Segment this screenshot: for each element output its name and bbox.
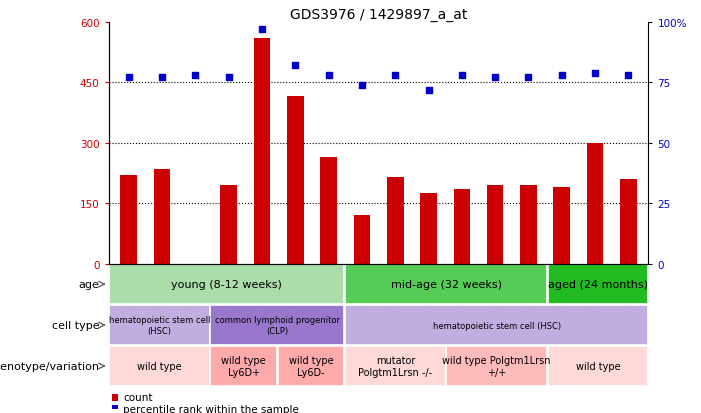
- Text: genotype/variation: genotype/variation: [0, 361, 100, 371]
- Bar: [520, 185, 537, 264]
- Bar: [454, 190, 470, 264]
- Text: young (8-12 weeks): young (8-12 weeks): [171, 280, 283, 290]
- Point: [489, 75, 501, 81]
- Text: age: age: [79, 280, 100, 290]
- FancyBboxPatch shape: [109, 305, 210, 345]
- FancyBboxPatch shape: [109, 346, 210, 386]
- Text: mid-age (32 weeks): mid-age (32 weeks): [390, 280, 501, 290]
- Point: [257, 27, 268, 33]
- FancyBboxPatch shape: [345, 305, 648, 345]
- Bar: [121, 176, 137, 264]
- Text: percentile rank within the sample: percentile rank within the sample: [123, 404, 299, 413]
- Bar: [353, 216, 370, 264]
- Text: hematopoietic stem cell
(HSC): hematopoietic stem cell (HSC): [109, 316, 210, 335]
- Bar: [220, 185, 237, 264]
- Point: [622, 73, 634, 79]
- Bar: [112, 405, 118, 413]
- Text: wild type: wild type: [576, 361, 620, 371]
- Bar: [620, 180, 637, 264]
- Title: GDS3976 / 1429897_a_at: GDS3976 / 1429897_a_at: [290, 8, 468, 22]
- Bar: [320, 157, 337, 264]
- Text: count: count: [123, 392, 153, 402]
- FancyBboxPatch shape: [109, 264, 344, 304]
- Bar: [254, 39, 271, 264]
- Bar: [387, 178, 404, 264]
- Point: [290, 63, 301, 69]
- FancyBboxPatch shape: [345, 346, 446, 386]
- Point: [356, 82, 367, 89]
- Bar: [420, 194, 437, 264]
- Point: [390, 73, 401, 79]
- Text: common lymphoid progenitor
(CLP): common lymphoid progenitor (CLP): [215, 316, 340, 335]
- Point: [590, 70, 601, 77]
- Bar: [486, 185, 503, 264]
- Point: [123, 75, 135, 81]
- Bar: [587, 143, 604, 264]
- Text: wild type: wild type: [137, 361, 182, 371]
- FancyBboxPatch shape: [210, 305, 344, 345]
- Text: hematopoietic stem cell (HSC): hematopoietic stem cell (HSC): [433, 321, 561, 330]
- FancyBboxPatch shape: [447, 346, 547, 386]
- Bar: [287, 97, 304, 264]
- Point: [223, 75, 234, 81]
- Text: wild type Polgtm1Lrsn
+/+: wild type Polgtm1Lrsn +/+: [442, 355, 551, 377]
- Bar: [154, 169, 170, 264]
- Point: [190, 73, 201, 79]
- FancyBboxPatch shape: [210, 346, 277, 386]
- FancyBboxPatch shape: [345, 264, 547, 304]
- Text: wild type
Ly6D-: wild type Ly6D-: [289, 355, 334, 377]
- Bar: [554, 188, 570, 264]
- Bar: [112, 394, 118, 401]
- Point: [156, 75, 168, 81]
- Text: cell type: cell type: [52, 320, 100, 330]
- Point: [523, 75, 534, 81]
- Text: wild type
Ly6D+: wild type Ly6D+: [222, 355, 266, 377]
- FancyBboxPatch shape: [547, 346, 648, 386]
- Text: aged (24 months): aged (24 months): [547, 280, 648, 290]
- Point: [323, 73, 334, 79]
- Point: [423, 87, 434, 94]
- FancyBboxPatch shape: [547, 264, 648, 304]
- Text: mutator
Polgtm1Lrsn -/-: mutator Polgtm1Lrsn -/-: [358, 355, 433, 377]
- Point: [456, 73, 468, 79]
- FancyBboxPatch shape: [278, 346, 344, 386]
- Point: [556, 73, 567, 79]
